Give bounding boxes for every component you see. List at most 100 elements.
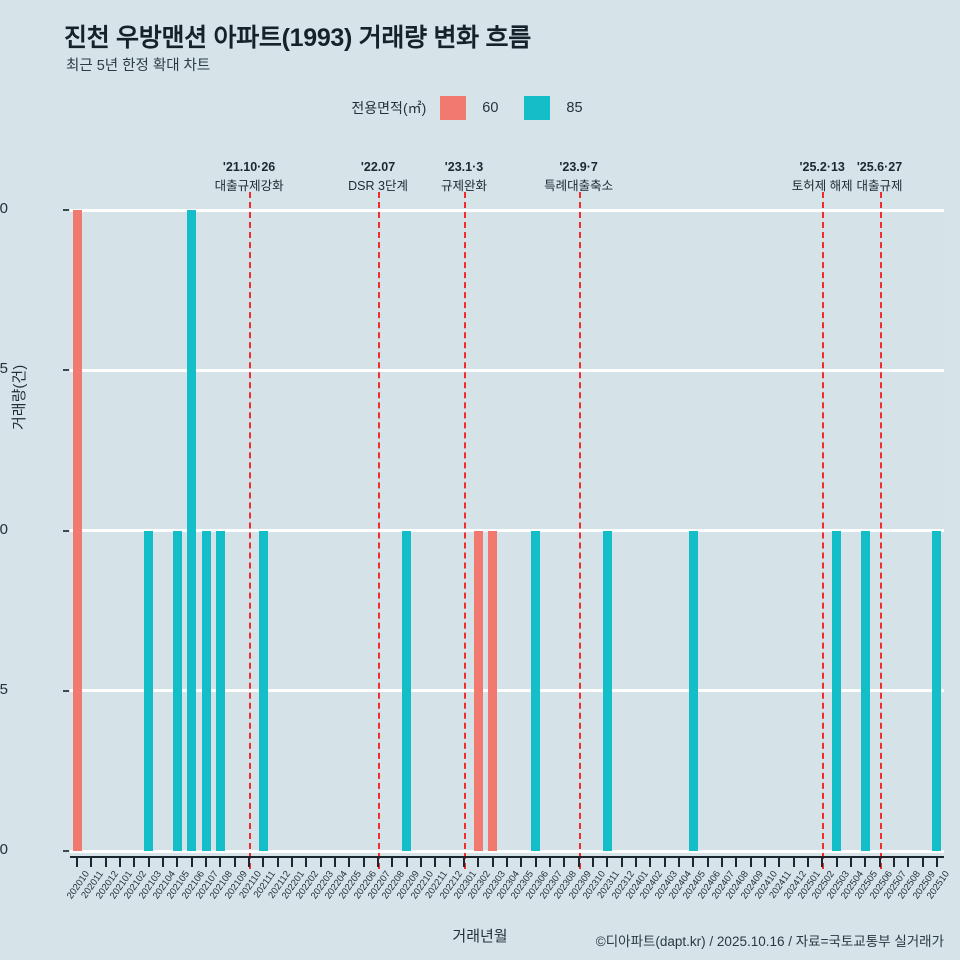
x-tick-mark (391, 856, 394, 867)
annotation-label-202301: '23.1·3 규제완화 (374, 158, 554, 197)
x-tick-mark (248, 856, 251, 867)
bar-202306-85[interactable] (531, 530, 541, 851)
y-tick-label: 0.0 (0, 841, 8, 858)
x-tick-mark (735, 856, 738, 867)
bar-202209-85[interactable] (402, 530, 412, 851)
gridline (70, 849, 944, 853)
y-tick-mark (63, 369, 69, 372)
y-tick-mark (63, 529, 69, 532)
bar-202510-85[interactable] (932, 530, 942, 851)
x-tick-mark (276, 856, 279, 867)
x-tick-mark (362, 856, 365, 867)
x-tick-mark (892, 856, 895, 867)
x-tick-mark (806, 856, 809, 867)
x-tick-mark (377, 856, 380, 867)
x-tick-mark (935, 856, 938, 867)
bar-202503-85[interactable] (832, 530, 842, 851)
x-tick-mark (563, 856, 566, 867)
x-tick-mark (162, 856, 165, 867)
y-tick-mark (63, 850, 69, 852)
x-tick-mark (477, 856, 480, 867)
x-axis-title: 거래년월 (452, 928, 508, 945)
legend-item-60[interactable]: 60 (440, 96, 498, 120)
annotation-date: '23.1·3 (444, 160, 484, 174)
annotation-line-202309 (578, 192, 581, 869)
legend-label-85: 85 (566, 100, 583, 116)
annotation-line-202207 (378, 192, 381, 869)
footer-credit: ©디아파트(dapt.kr) / 2025.10.16 / 자료=국토교통부 실… (595, 934, 944, 949)
x-tick-mark (763, 856, 766, 867)
x-tick-mark (821, 856, 824, 867)
plot-area (70, 192, 944, 869)
annotation-date: '22.07 (360, 160, 396, 174)
x-tick-mark (591, 856, 594, 867)
x-tick-mark (649, 856, 652, 867)
x-tick-mark (778, 856, 781, 867)
gridline (70, 368, 944, 372)
x-tick-mark (577, 856, 580, 867)
bar-202311-85[interactable] (602, 530, 612, 851)
page-subtitle: 최근 5년 한정 확대 차트 (66, 58, 211, 74)
annotation-date: '25.6·27 (856, 160, 903, 174)
y-tick-label: 2.0 (0, 200, 8, 217)
y-axis-title: 거래량(건) (11, 364, 28, 430)
x-tick-mark (319, 856, 322, 867)
bar-202302-60[interactable] (473, 530, 483, 851)
x-tick-mark (620, 856, 623, 867)
x-tick-mark (506, 856, 508, 867)
x-tick-mark (878, 856, 881, 867)
gridline (70, 529, 944, 532)
x-tick-mark (291, 856, 294, 867)
bar-202103-85[interactable] (144, 530, 154, 851)
x-tick-mark (606, 856, 609, 867)
bar-202010-60[interactable] (72, 210, 82, 851)
annotation-text: 규제완화 (441, 179, 488, 194)
x-tick-mark (262, 856, 265, 867)
bar-202105-85[interactable] (172, 530, 182, 851)
bar-202111-85[interactable] (258, 530, 268, 851)
x-tick-mark (133, 856, 136, 867)
legend-label-60: 60 (482, 100, 499, 116)
y-tick-label: 1.5 (0, 360, 8, 378)
x-tick-mark (233, 856, 236, 867)
x-tick-mark (463, 856, 466, 867)
x-tick-mark (921, 856, 924, 867)
x-tick-mark (405, 856, 408, 867)
chart-legend: 전용면적(㎡) 60 85 (0, 96, 960, 120)
annotation-text: 특례대출축소 (544, 179, 614, 194)
annotation-date: '21.10·26 (222, 160, 276, 174)
legend-swatch-60 (440, 96, 467, 120)
x-tick-mark (420, 856, 423, 867)
x-tick-mark (491, 856, 494, 867)
x-tick-mark (677, 856, 680, 867)
x-tick-mark (520, 856, 523, 867)
y-tick-mark (63, 689, 69, 692)
x-tick-mark (663, 856, 666, 867)
legend-swatch-85 (524, 96, 551, 120)
y-tick-label: 0.5 (0, 680, 8, 698)
annotation-date: '23.9·7 (559, 160, 598, 174)
legend-item-85[interactable]: 85 (524, 96, 583, 120)
x-tick-mark (176, 856, 179, 867)
x-tick-mark (434, 856, 437, 867)
x-tick-mark (864, 856, 867, 867)
x-tick-mark (448, 856, 451, 867)
bar-202107-85[interactable] (201, 530, 211, 851)
x-tick-mark (849, 856, 852, 867)
annotation-label-202207: '22.07 DSR 3단계 (288, 158, 468, 197)
x-tick-mark (348, 856, 351, 867)
y-tick-label: 1.0 (0, 520, 8, 538)
annotation-text: 대출규제강화 (214, 179, 284, 194)
x-tick-mark (749, 856, 752, 867)
page-title: 진천 우방맨션 아파트(1993) 거래량 변화 흐름 (64, 24, 531, 52)
bar-202405-85[interactable] (688, 530, 698, 851)
bar-202106-85[interactable] (187, 210, 197, 851)
annotation-text: 대출규제 (856, 179, 903, 194)
bar-202303-60[interactable] (488, 530, 498, 851)
x-tick-mark (634, 856, 637, 867)
bar-202108-85[interactable] (215, 530, 225, 851)
annotation-line-202110 (249, 192, 252, 869)
x-tick-mark (792, 856, 795, 867)
bar-202505-85[interactable] (860, 530, 870, 851)
annotation-date: '25.2·13 (799, 160, 845, 174)
